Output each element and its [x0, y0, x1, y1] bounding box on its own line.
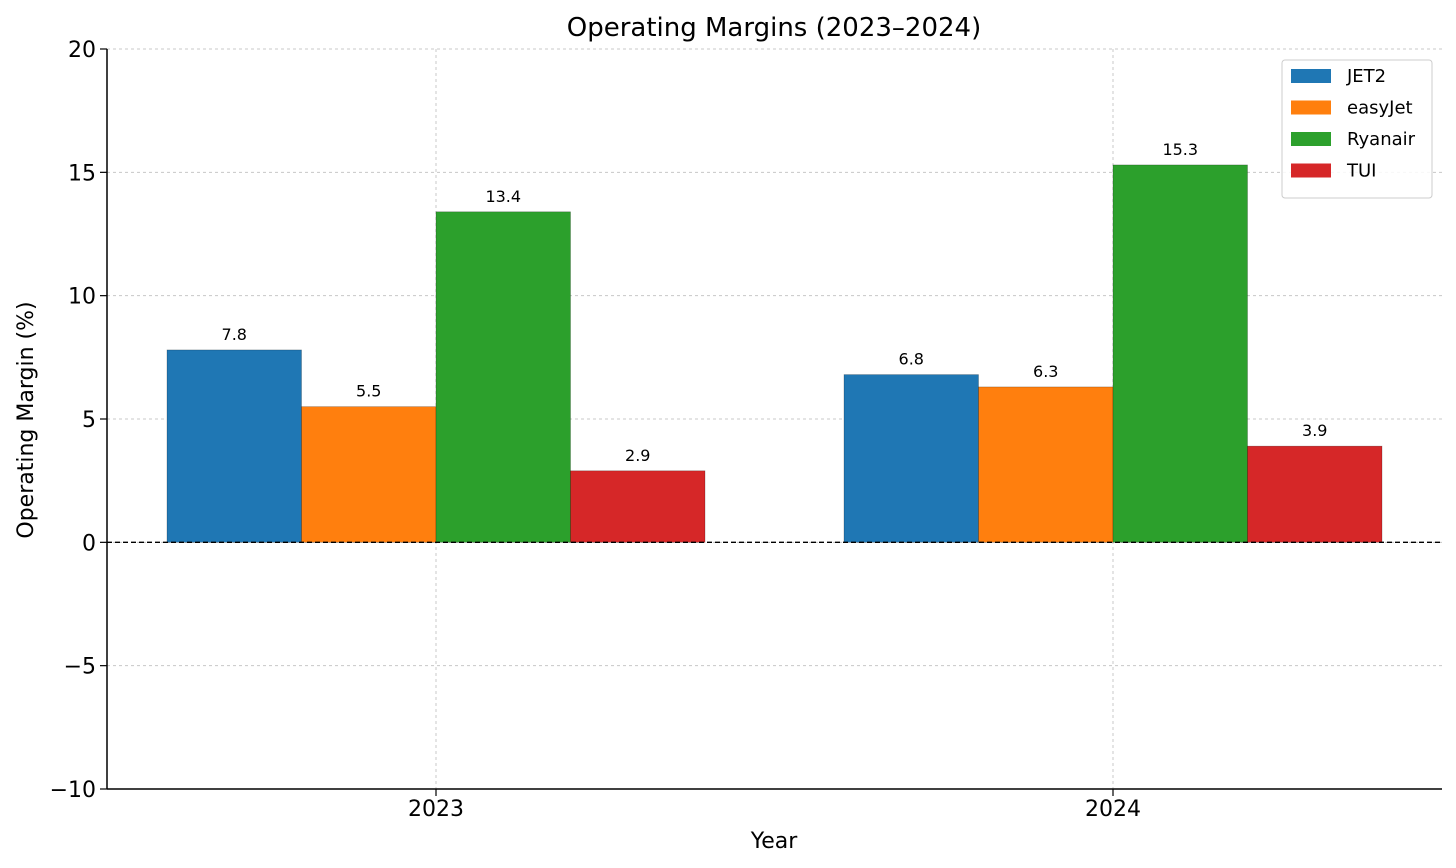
x-axis-label: Year: [750, 829, 799, 854]
x-tick-label: 2023: [408, 797, 464, 822]
x-tick-label: 2024: [1085, 797, 1141, 822]
legend: JET2 easyJet Ryanair TUI: [1281, 59, 1433, 199]
legend-swatch-easyjet: [1291, 100, 1331, 115]
bar-tui-2024: [1247, 445, 1383, 543]
bar-jet2-2024: [843, 374, 979, 543]
data-label: 15.3: [1162, 140, 1198, 159]
data-label: 6.3: [1033, 362, 1058, 381]
y-tick-label: 10: [68, 285, 96, 310]
data-label: 6.8: [899, 350, 924, 369]
axes: −10 −5 0 5 10 15 20 2023 2024: [50, 38, 1442, 822]
legend-label-jet2: JET2: [1346, 66, 1386, 87]
legend-label-ryanair: Ryanair: [1347, 129, 1416, 150]
y-tick-label: 5: [82, 408, 96, 433]
legend-swatch-tui: [1291, 163, 1331, 178]
y-tick-label: −5: [64, 655, 96, 680]
legend-label-easyjet: easyJet: [1347, 98, 1413, 119]
bar-easyjet-2023: [301, 406, 437, 543]
data-label: 2.9: [625, 446, 650, 465]
y-tick-label: 0: [82, 531, 96, 556]
data-label: 13.4: [485, 187, 521, 206]
data-labels: 7.8 5.5 13.4 2.9 6.8 6.3 15.3 3.9: [222, 140, 1328, 465]
data-label: 3.9: [1302, 421, 1327, 440]
y-tick-label: 20: [68, 38, 96, 63]
bar-ryanair-2024: [1112, 164, 1248, 543]
bar-jet2-2023: [166, 349, 302, 543]
y-tick-label: −10: [50, 778, 96, 803]
data-label: 5.5: [356, 382, 381, 401]
legend-label-tui: TUI: [1346, 161, 1376, 182]
bar-tui-2023: [570, 470, 706, 543]
legend-swatch-ryanair: [1291, 132, 1331, 146]
y-tick-label: 15: [68, 161, 96, 186]
data-label: 7.8: [222, 325, 247, 344]
legend-swatch-jet2: [1291, 69, 1331, 83]
bar-ryanair-2023: [435, 211, 571, 543]
chart-title: Operating Margins (2023–2024): [567, 13, 982, 43]
bar-easyjet-2024: [978, 386, 1114, 543]
y-axis-label: Operating Margin (%): [14, 301, 39, 538]
bars: [166, 164, 1383, 543]
